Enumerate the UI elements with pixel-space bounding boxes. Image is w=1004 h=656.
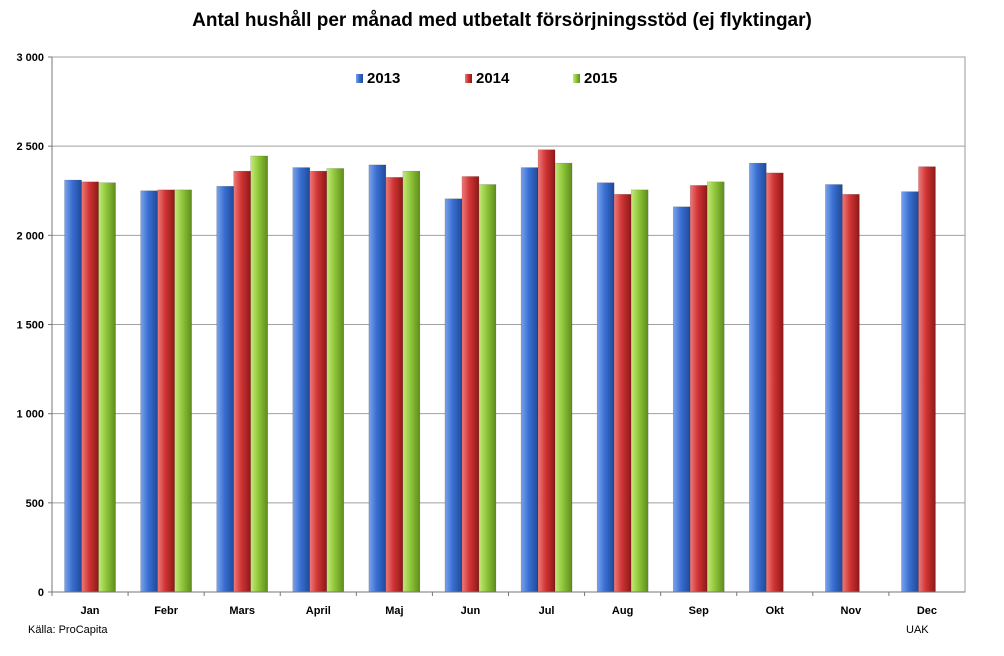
- y-tick-label: 3 000: [16, 52, 44, 64]
- bar-2014-Dec: [918, 166, 936, 593]
- bar-2015-Jun: [478, 184, 497, 593]
- bar-2013-Febr: [140, 190, 158, 593]
- x-tick-label: Jul: [539, 605, 555, 617]
- bar-2013-Okt: [749, 162, 767, 593]
- bar-2013-Dec: [901, 191, 919, 593]
- legend-label-2013: 2013: [367, 70, 400, 87]
- bar-2013-Jun: [444, 198, 463, 593]
- bar-2014-Aug: [613, 194, 632, 593]
- bar-2015-Febr: [174, 189, 192, 593]
- bar-2014-Mars: [233, 170, 251, 593]
- x-tick-label: Febr: [154, 605, 179, 617]
- bar-2013-Sep: [672, 206, 691, 593]
- bar-2015-Maj: [402, 170, 421, 593]
- bars: [64, 149, 936, 593]
- x-tick-label: Aug: [612, 605, 633, 617]
- bar-2014-Febr: [157, 189, 175, 593]
- x-tick-label: Okt: [766, 605, 785, 617]
- y-tick-label: 2 500: [16, 141, 44, 153]
- y-tick-label: 2 000: [16, 230, 44, 242]
- bar-2014-Jan: [81, 181, 99, 593]
- x-axis: Jan Febr Mars April Maj Jun Jul Aug Sep Okt Nov Dec: [51, 591, 965, 617]
- bar-2014-Nov: [842, 194, 860, 593]
- legend-label-2014: 2014: [476, 70, 510, 87]
- bar-2015-Jul: [554, 162, 573, 593]
- bar-2015-Jan: [98, 182, 116, 593]
- bar-2014-Jul: [537, 149, 556, 593]
- bar-2015-Aug: [630, 189, 649, 593]
- bar-2013-Jul: [520, 167, 539, 593]
- legend-label-2015: 2015: [584, 70, 617, 87]
- org-note: UAK: [906, 624, 929, 636]
- bar-2013-Nov: [825, 184, 843, 593]
- legend: 2013 2014 2015: [356, 70, 617, 87]
- bar-2014-Jun: [461, 176, 480, 593]
- bar-2013-Mars: [216, 186, 234, 593]
- x-tick-label: April: [306, 605, 331, 617]
- y-tick-label: 1 500: [16, 320, 44, 332]
- x-tick-label: Jun: [461, 605, 481, 617]
- y-tick-label: 1 000: [16, 409, 44, 421]
- y-axis: 0 500 1 000 1 500 2 000 2 500 3 000: [16, 52, 53, 599]
- y-tick-label: 0: [38, 587, 44, 599]
- bar-2013-Aug: [596, 182, 615, 593]
- legend-swatch-2013: [356, 74, 363, 83]
- bar-2014-Sep: [689, 185, 708, 593]
- bar-2014-Maj: [385, 177, 404, 593]
- legend-swatch-2015: [573, 74, 580, 83]
- x-tick-label: Dec: [917, 605, 937, 617]
- bar-2013-April: [292, 167, 311, 593]
- legend-swatch-2014: [465, 74, 472, 83]
- x-tick-label: Maj: [385, 605, 403, 617]
- x-tick-label: Nov: [840, 605, 862, 617]
- x-tick-label: Jan: [81, 605, 100, 617]
- y-tick-label: 500: [26, 498, 44, 510]
- bar-2015-April: [326, 168, 345, 593]
- x-tick-label: Sep: [689, 605, 709, 617]
- bar-2014-April: [309, 170, 328, 593]
- bar-2015-Sep: [706, 181, 725, 593]
- bar-2015-Mars: [250, 155, 268, 593]
- x-tick-label: Mars: [229, 605, 255, 617]
- chart-title: Antal hushåll per månad med utbetalt för…: [192, 10, 812, 31]
- source-note: Källa: ProCapita: [28, 624, 108, 636]
- bar-2013-Maj: [368, 164, 387, 593]
- bar-2013-Jan: [64, 179, 82, 593]
- bar-2014-Okt: [766, 172, 784, 593]
